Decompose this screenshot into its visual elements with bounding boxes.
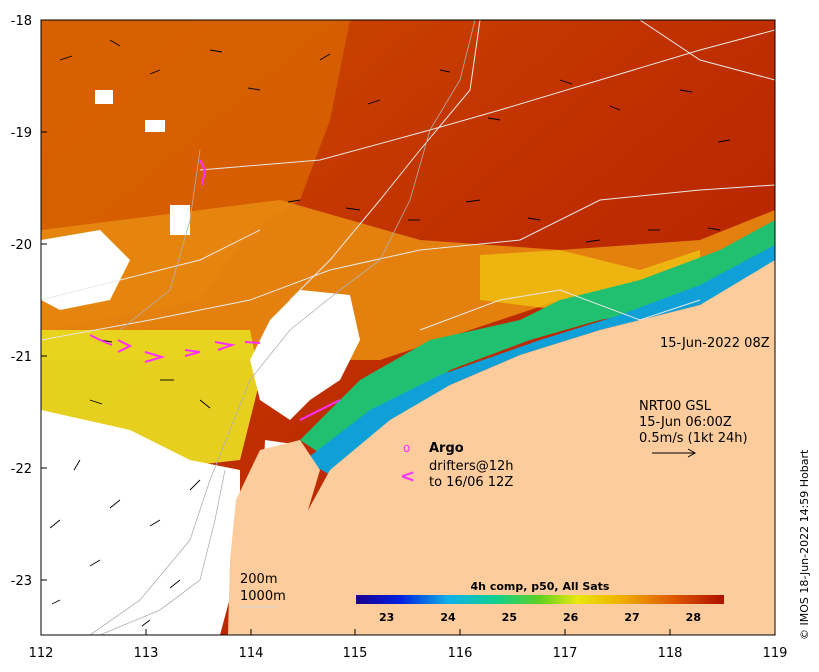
- colorbar-tick-label: 28: [686, 611, 701, 624]
- x-tick-label: 117: [553, 646, 578, 661]
- isobath-lines: [41, 20, 775, 341]
- isobath-lines-grey: [89, 20, 476, 635]
- current-vectors: [49, 39, 731, 627]
- drifter-tracks: [89, 159, 341, 421]
- y-tick-label: -21: [11, 350, 32, 365]
- x-tick-label: 115: [343, 646, 368, 661]
- date-label: 15-Jun-2022 08Z: [660, 336, 770, 351]
- y-tick-label: -23: [11, 574, 32, 589]
- colorbar-ticks: 23 24 25 26 27 28: [379, 611, 701, 624]
- x-tick-label: 116: [448, 646, 473, 661]
- drifters-label-line2: to 16/06 12Z: [429, 475, 513, 490]
- colorbar-title: 4h comp, p50, All Sats: [471, 580, 610, 593]
- cloud-patch: [95, 90, 113, 104]
- x-tick-label: 114: [239, 646, 264, 661]
- map-plot-area: [41, 20, 775, 635]
- argo-label: Argo: [429, 441, 464, 456]
- cloud-patch: [145, 120, 165, 132]
- current-scale-arrow: [652, 448, 697, 458]
- y-tick-label: -20: [11, 238, 32, 253]
- x-tick-label: 113: [134, 646, 159, 661]
- colorbar-tick-label: 27: [624, 611, 639, 624]
- x-tick-label: 119: [763, 646, 788, 661]
- y-tick-label: -18: [11, 14, 32, 29]
- plot-frame: [40, 19, 776, 636]
- x-tick-label: 118: [658, 646, 683, 661]
- cloud-patch: [170, 205, 190, 235]
- axis-ticks: [40, 19, 776, 635]
- island: [262, 478, 280, 505]
- cloud-patch: [250, 290, 360, 420]
- y-tick-label: -19: [11, 126, 32, 141]
- argo-symbol: o: [403, 441, 410, 455]
- drifter-symbol: <: [400, 466, 415, 487]
- colorbar-tick-label: 23: [379, 611, 394, 624]
- sst-cold-strip: [305, 245, 775, 475]
- drifters-label-line1: drifters@12h: [429, 459, 514, 474]
- credit-text: © IMOS 18-Jun-2022 14:59 Hobart: [798, 449, 811, 640]
- colorbar-tick-label: 26: [563, 611, 579, 624]
- colorbar-tick-label: 24: [440, 611, 456, 624]
- isobath-legend-1000m: 1000m: [240, 589, 286, 604]
- x-tick-label: 112: [29, 646, 54, 661]
- current-legend-line3: 0.5m/s (1kt 24h): [639, 431, 748, 446]
- current-legend-line1: NRT00 GSL: [639, 399, 712, 414]
- sst-green-strip: [300, 220, 775, 460]
- land-mass: [228, 260, 775, 635]
- y-tick-label: -22: [11, 462, 32, 477]
- colorbar-tick-label: 25: [502, 611, 517, 624]
- isobath-legend-200m: 200m: [240, 572, 277, 587]
- current-legend-line2: 15-Jun 06:00Z: [639, 415, 732, 430]
- cloud-patch: [41, 230, 130, 310]
- sst-mid-field: [41, 200, 775, 360]
- cloud-patch: [41, 410, 240, 635]
- colorbar: [356, 595, 724, 604]
